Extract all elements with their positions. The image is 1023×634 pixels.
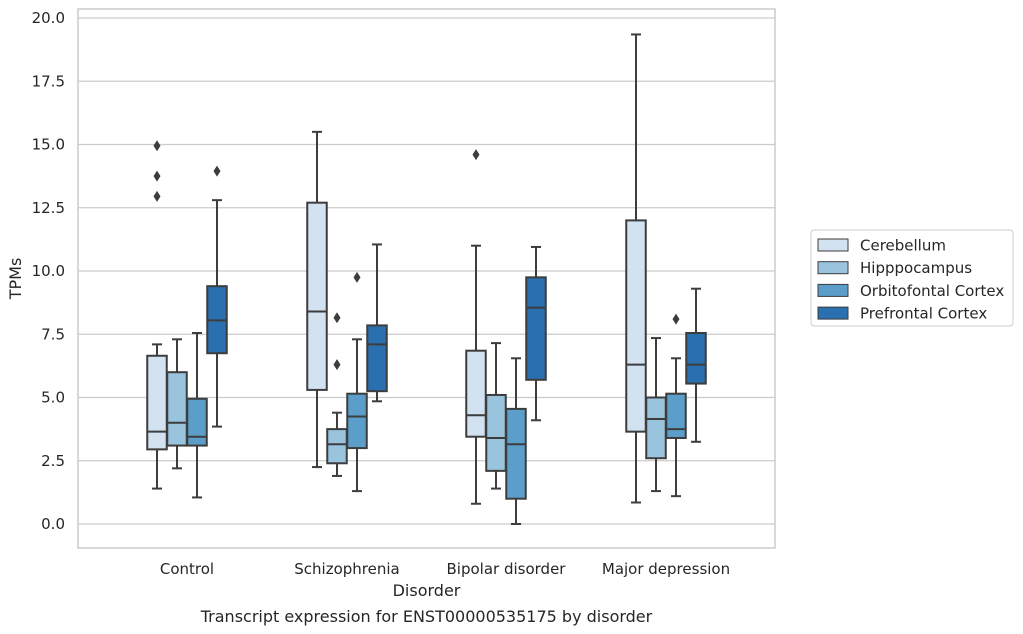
box-body: [465, 349, 487, 438]
box-1-2: [346, 271, 368, 493]
box-3-3: [685, 287, 707, 443]
y-tick-label: 10.0: [32, 262, 65, 280]
box-1-3: [366, 243, 388, 403]
x-tick-label: Bipolar disorder: [447, 560, 567, 578]
box-body: [346, 392, 368, 450]
plot-frame: [77, 8, 776, 549]
box-1-0: [306, 130, 328, 469]
y-tick-label: 5.0: [41, 389, 65, 407]
box-body: [306, 201, 328, 391]
grid-lines: [78, 17, 775, 525]
outlier-point: [333, 312, 341, 324]
box-body: [625, 219, 647, 433]
x-tick-label: Control: [160, 560, 214, 578]
outlier-point: [472, 149, 480, 161]
x-tick-label: Schizophrenia: [294, 560, 399, 578]
box-0-0: [146, 140, 168, 490]
box-2-0: [465, 149, 487, 505]
legend-label: Prefrontal Cortex: [860, 305, 987, 323]
plot-background: [78, 9, 775, 548]
y-axis-label: TPMs: [6, 258, 25, 301]
box-groups: [146, 33, 707, 525]
legend-swatch: [817, 306, 849, 320]
box-3-2: [665, 313, 687, 498]
x-tick-label: Major depression: [602, 560, 730, 578]
y-tick-label: 0.0: [41, 515, 65, 533]
box-body: [485, 393, 507, 472]
box-body: [645, 396, 667, 460]
outlier-point: [153, 190, 161, 202]
box-body: [186, 397, 208, 447]
x-axis-label: Disorder: [393, 581, 461, 600]
box-2-2: [505, 357, 527, 525]
outlier-point: [353, 271, 361, 283]
box-body: [326, 428, 348, 465]
y-tick-label: 17.5: [32, 72, 65, 90]
legend-label: Cerebellum: [860, 237, 946, 255]
outlier-point: [213, 165, 221, 177]
box-0-3: [206, 165, 228, 428]
box-body: [685, 331, 707, 385]
chart-caption: Transcript expression for ENST0000053517…: [200, 607, 653, 626]
box-2-3: [525, 245, 547, 422]
legend-swatch: [817, 238, 849, 252]
y-tick-label: 15.0: [32, 136, 65, 154]
legend-swatch: [817, 283, 849, 297]
box-3-0: [625, 33, 647, 504]
box-body: [505, 407, 527, 500]
legend: Cerebellum Hipppocampus Orbitofontal Corte…: [810, 229, 1014, 327]
box-body: [525, 276, 547, 381]
legend-label: Orbitofontal Cortex: [860, 282, 1004, 300]
y-tick-label: 2.5: [41, 452, 65, 470]
box-0-2: [186, 331, 208, 499]
outlier-point: [333, 359, 341, 371]
legend-frame: [810, 229, 1014, 327]
box-body: [366, 324, 388, 393]
outlier-point: [672, 313, 680, 325]
y-tick-label: 12.5: [32, 199, 65, 217]
legend-label: Hipppocampus: [860, 259, 972, 277]
outlier-point: [153, 170, 161, 182]
box-body: [146, 354, 168, 451]
box-body: [665, 392, 687, 439]
y-tick-labels: 0.0 2.5 5.0 7.5 10.0 12.5 15.0 17.5 20.0: [32, 9, 65, 533]
legend-swatch: [817, 261, 849, 275]
y-tick-label: 7.5: [41, 325, 65, 343]
x-tick-labels: Control Schizophrenia Bipolar disorder Majo…: [160, 560, 730, 578]
outlier-point: [153, 140, 161, 152]
box-body: [166, 371, 188, 447]
y-tick-label: 20.0: [32, 9, 65, 27]
